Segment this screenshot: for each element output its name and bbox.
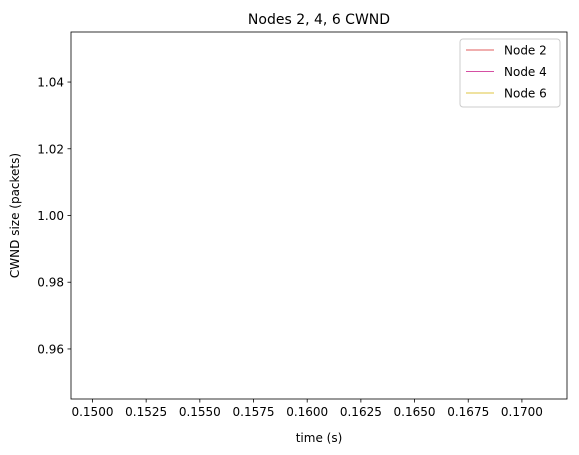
y-tick-label: 1.00 bbox=[37, 209, 64, 223]
x-axis-title: time (s) bbox=[296, 431, 343, 445]
legend: Node 2 Node 4 Node 6 bbox=[459, 38, 561, 108]
x-tick-label: 0.1575 bbox=[233, 405, 275, 419]
y-axis-title: CWND size (packets) bbox=[8, 153, 22, 278]
chart-title: Nodes 2, 4, 6 CWND bbox=[248, 12, 390, 28]
y-tick-label: 0.98 bbox=[37, 276, 64, 290]
y-tick-label: 0.96 bbox=[37, 342, 64, 356]
legend-label: Node 4 bbox=[504, 65, 547, 79]
x-tick-label: 0.1500 bbox=[71, 405, 113, 419]
x-axis-ticks: 0.1500 0.1525 0.1550 0.1575 0.1600 0.1625 0.16… bbox=[71, 399, 543, 419]
legend-box bbox=[459, 38, 561, 108]
x-tick-label: 0.1600 bbox=[286, 405, 328, 419]
legend-label: Node 6 bbox=[504, 87, 547, 101]
plot-frame bbox=[70, 31, 568, 400]
y-axis-ticks: 0.96 0.98 1.00 1.02 1.04 bbox=[37, 76, 71, 356]
y-tick-label: 1.04 bbox=[37, 76, 64, 90]
x-tick-label: 0.1700 bbox=[501, 405, 543, 419]
x-tick-label: 0.1525 bbox=[125, 405, 167, 419]
x-tick-label: 0.1625 bbox=[340, 405, 382, 419]
y-tick-label: 1.02 bbox=[37, 142, 64, 156]
x-tick-label: 0.1650 bbox=[394, 405, 436, 419]
x-tick-label: 0.1675 bbox=[447, 405, 489, 419]
legend-label: Node 2 bbox=[504, 44, 547, 58]
x-tick-label: 0.1550 bbox=[179, 405, 221, 419]
